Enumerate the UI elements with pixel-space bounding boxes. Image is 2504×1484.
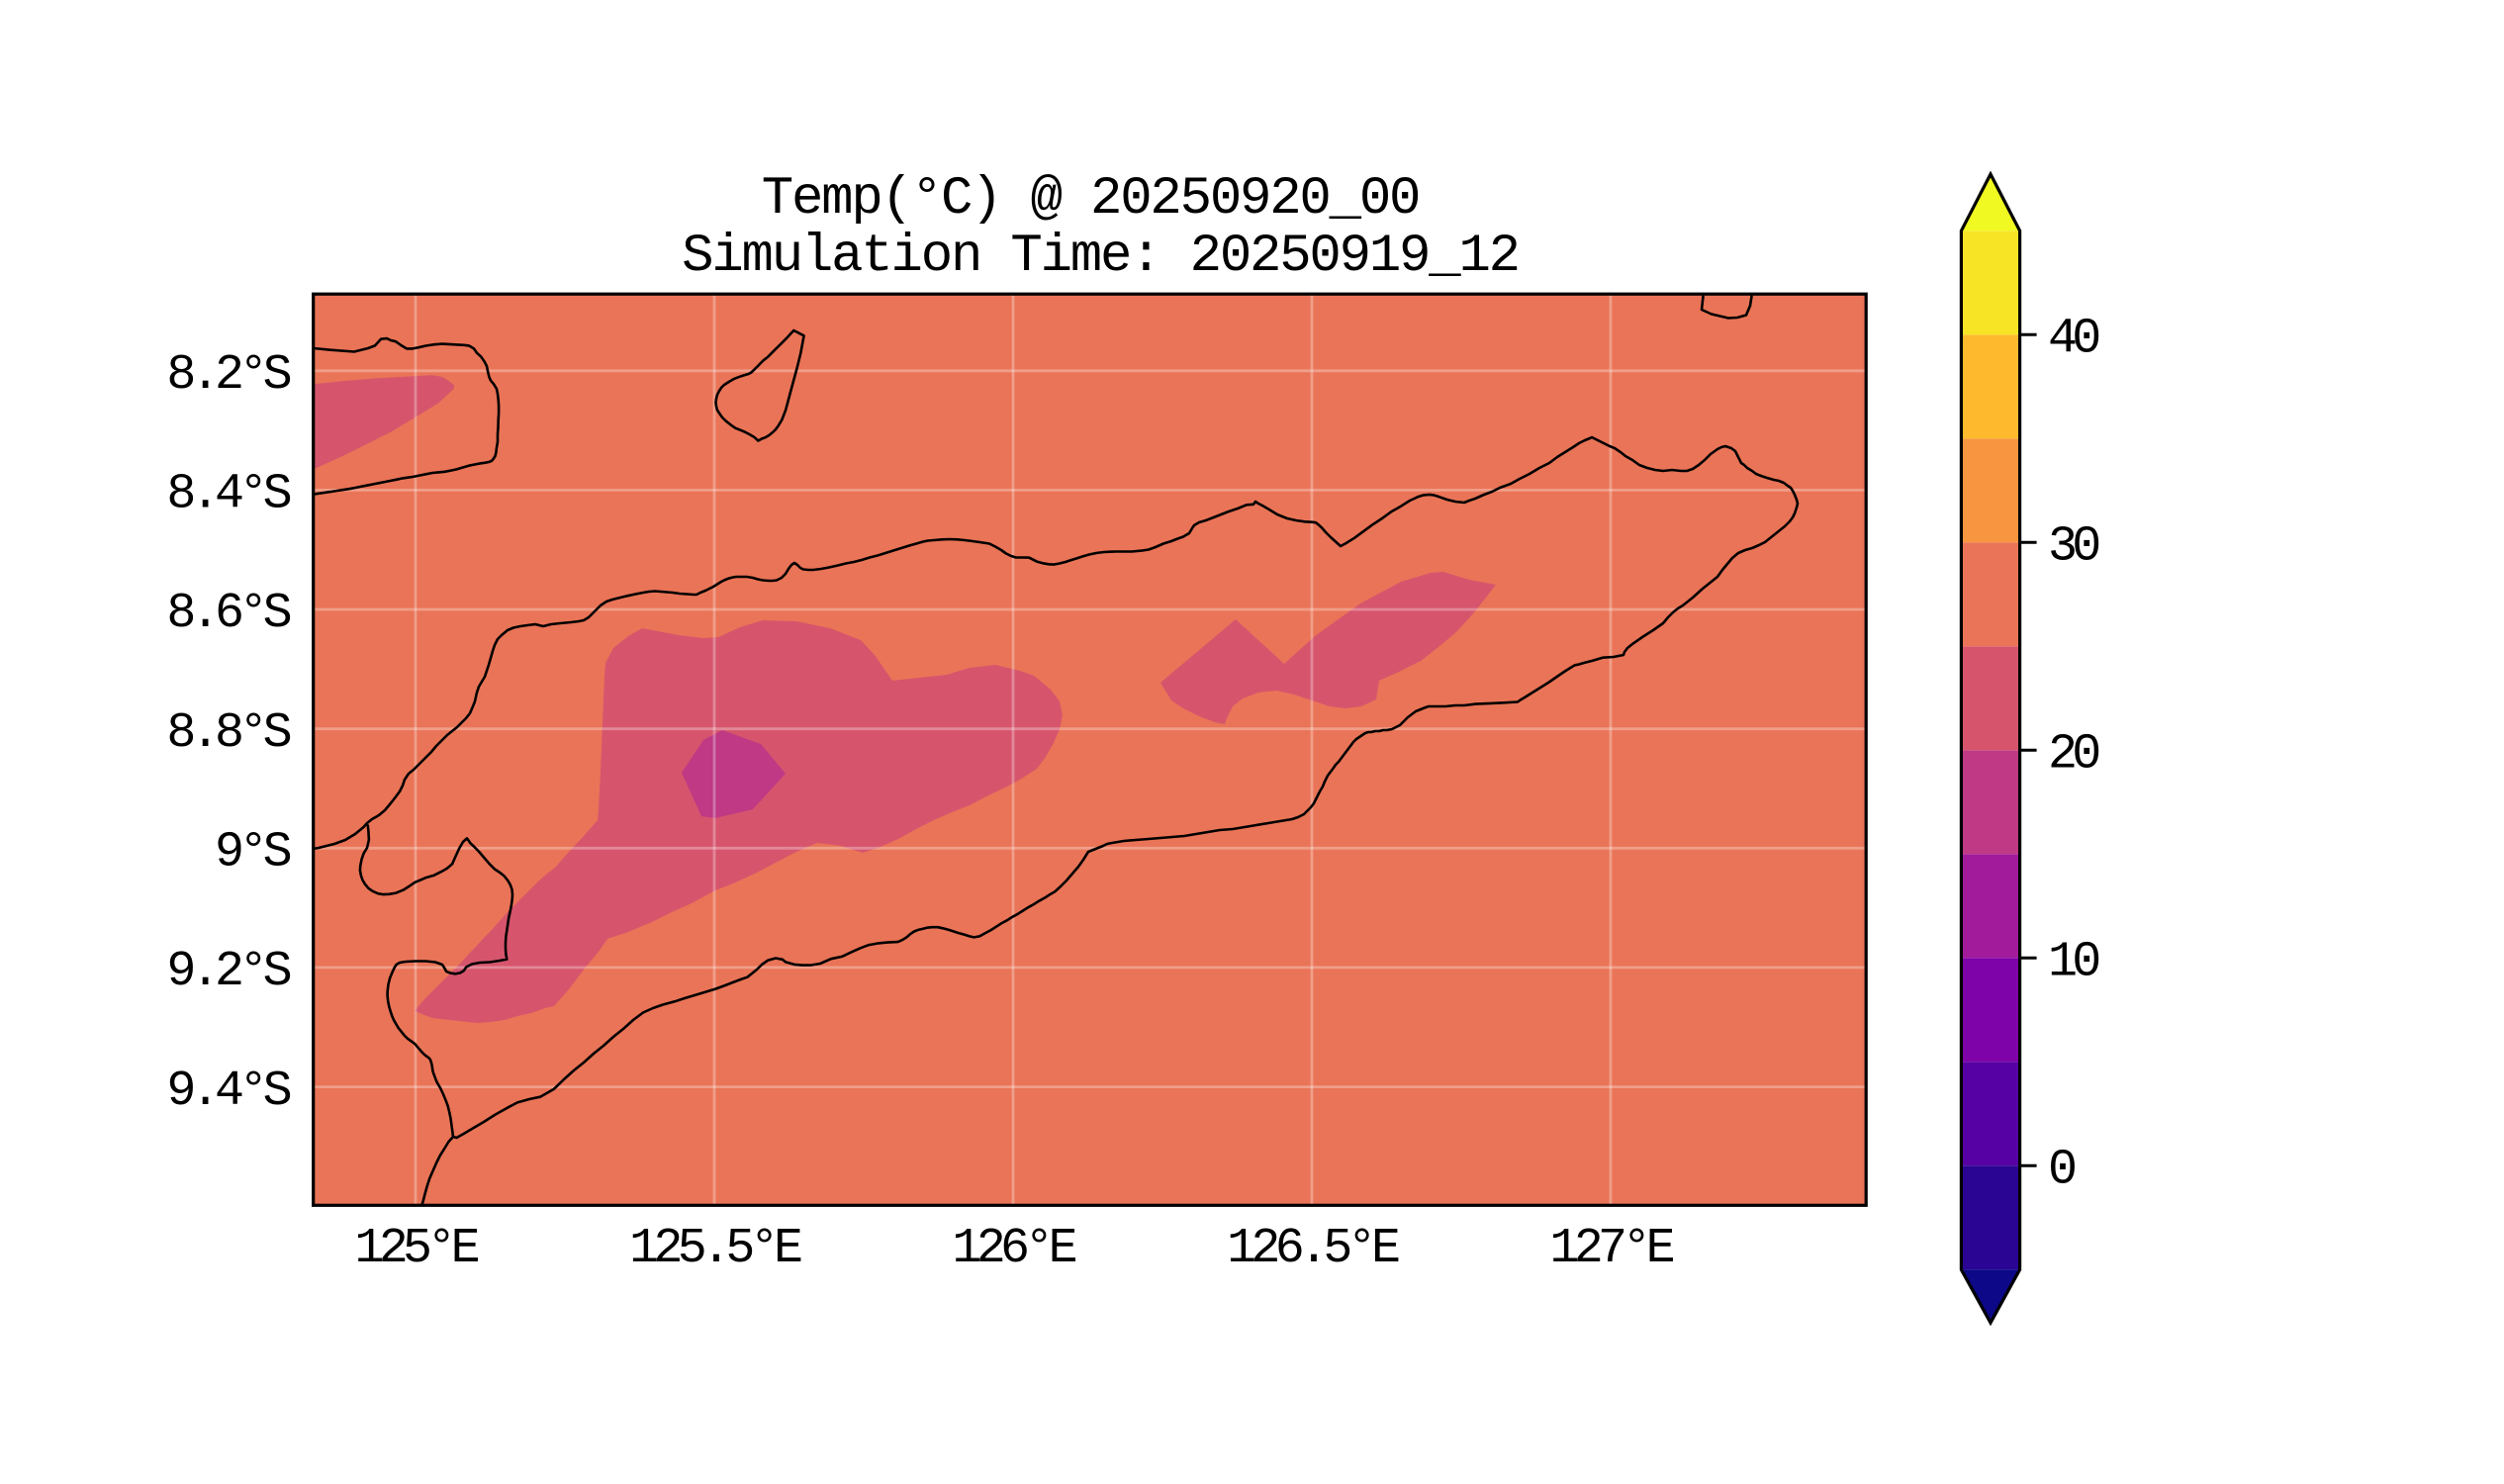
svg-text:30: 30 bbox=[2048, 519, 2098, 576]
svg-text:40: 40 bbox=[2048, 312, 2098, 368]
svg-text:125.5°E: 125.5°E bbox=[629, 1221, 801, 1277]
svg-text:0: 0 bbox=[2048, 1143, 2075, 1199]
svg-text:8.4°S: 8.4°S bbox=[166, 467, 290, 523]
svg-text:126°E: 126°E bbox=[952, 1221, 1075, 1277]
svg-text:9°S: 9°S bbox=[215, 825, 291, 881]
svg-text:8.8°S: 8.8°S bbox=[166, 705, 290, 762]
svg-text:9.4°S: 9.4°S bbox=[166, 1064, 290, 1120]
svg-text:125°E: 125°E bbox=[354, 1221, 478, 1277]
svg-text:9.2°S: 9.2°S bbox=[166, 944, 290, 1000]
svg-text:8.6°S: 8.6°S bbox=[166, 586, 290, 642]
svg-text:20: 20 bbox=[2048, 727, 2098, 784]
svg-text:126.5°E: 126.5°E bbox=[1227, 1221, 1399, 1277]
svg-text:8.2°S: 8.2°S bbox=[166, 347, 290, 404]
svg-text:10: 10 bbox=[2048, 935, 2098, 991]
svg-text:Temp(°C) @ 20250920_00: Temp(°C) @ 20250920_00 bbox=[762, 169, 1420, 230]
svg-text:Simulation Time: 20250919_12: Simulation Time: 20250919_12 bbox=[682, 227, 1519, 287]
svg-text:127°E: 127°E bbox=[1549, 1221, 1673, 1277]
